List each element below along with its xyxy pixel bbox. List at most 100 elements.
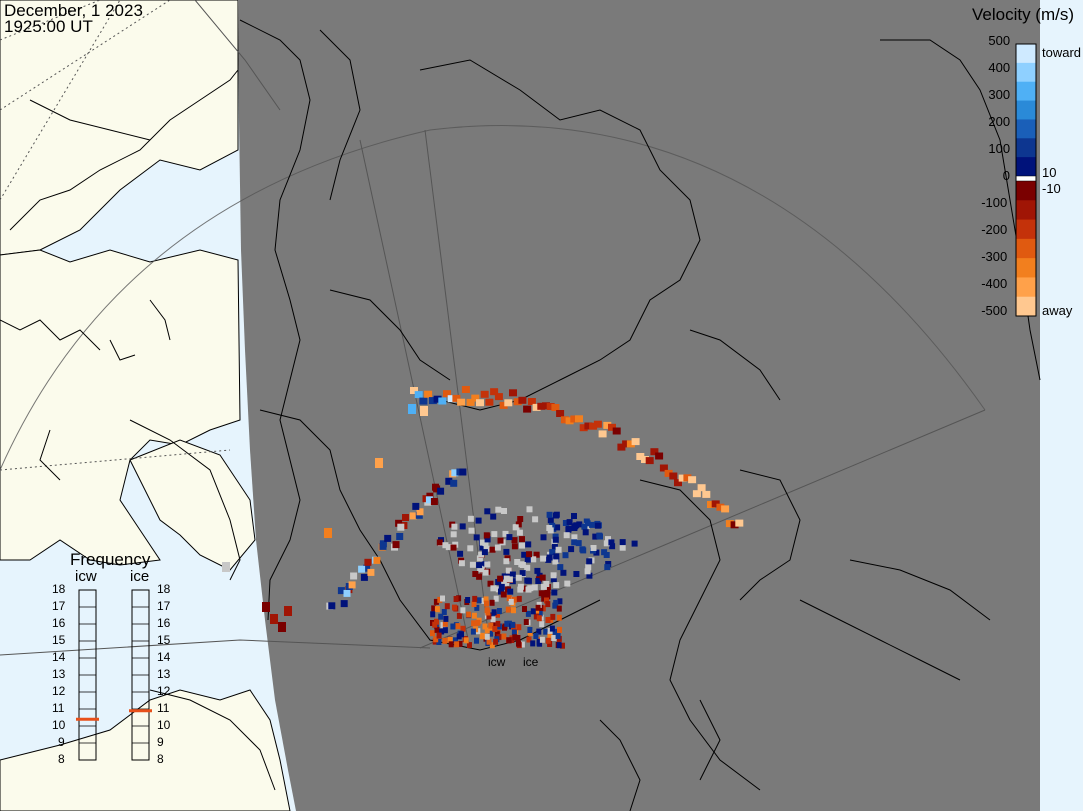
velocity-cell	[573, 571, 580, 577]
velocity-cell	[589, 422, 598, 430]
velocity-cell	[604, 564, 611, 571]
gauge-ticks-ice	[132, 606, 149, 744]
velocity-cell	[546, 554, 553, 561]
velocity-cell	[502, 530, 509, 537]
velocity-cell	[609, 543, 616, 550]
velocity-cell	[650, 448, 659, 456]
velocity-cell	[524, 556, 531, 563]
velocity-cell	[471, 620, 477, 627]
velocity-cell	[725, 520, 734, 528]
velocity-cell	[530, 640, 536, 647]
frequency-radar-icw: icw	[75, 568, 97, 585]
velocity-cell	[545, 617, 551, 623]
velocity-cell	[678, 474, 687, 482]
colorbar-away-segment	[1016, 258, 1036, 278]
velocity-cell	[527, 398, 536, 405]
velocity-cell	[472, 595, 478, 602]
velocity-cell	[566, 519, 573, 526]
coastlines	[0, 19, 1041, 811]
velocity-cell	[488, 630, 494, 637]
velocity-cell	[460, 625, 466, 632]
velocity-cell	[479, 544, 486, 551]
velocity-cell	[328, 602, 336, 610]
velocity-cell	[438, 397, 447, 405]
velocity-cell	[626, 440, 635, 448]
velocity-cell	[450, 479, 458, 487]
frequency-tick-ice: 9	[157, 735, 164, 749]
velocity-cell	[540, 534, 547, 541]
velocity-cell	[571, 534, 578, 541]
velocity-cell	[461, 386, 470, 393]
time-label: 1925:00 UT	[4, 17, 93, 36]
velocity-cell	[484, 508, 491, 515]
velocity-cell	[503, 548, 510, 555]
velocity-cell	[536, 628, 542, 635]
radar-label-icw: icw	[488, 655, 506, 669]
velocity-cell	[530, 556, 537, 563]
velocity-cell	[509, 571, 516, 578]
frequency-tick-icw: 18	[52, 582, 66, 596]
velocity-cell	[570, 415, 579, 423]
velocity-cell	[419, 397, 428, 405]
velocity-cell	[575, 415, 583, 423]
velocity-cell	[692, 490, 701, 498]
velocity-cell	[515, 521, 522, 528]
velocity-cell	[442, 620, 448, 627]
velocity-cell	[426, 492, 434, 500]
frequency-tick-ice: 14	[157, 650, 171, 664]
velocity-cell	[562, 520, 569, 526]
velocity-cell	[460, 607, 466, 614]
velocity-cell	[494, 544, 501, 551]
velocity-cell	[503, 575, 510, 582]
velocity-cell	[476, 399, 484, 407]
velocity-cell	[545, 601, 551, 608]
velocity-cell	[619, 544, 626, 551]
velocity-cell	[546, 511, 553, 518]
velocity-cell	[533, 551, 540, 558]
velocity-cell	[482, 569, 489, 576]
velocity-cell	[448, 641, 454, 648]
colorbar-near-zero-neg: -10	[1042, 181, 1061, 196]
velocity-cell	[430, 498, 438, 505]
colorbar-tick-label: -500	[981, 303, 1008, 318]
velocity-cell	[456, 633, 462, 640]
frequency-tick-icw: 12	[52, 684, 66, 698]
frequency-radar-ice: ice	[130, 568, 150, 585]
colorbar-away-segment	[1016, 200, 1036, 221]
velocity-cell	[505, 572, 512, 579]
velocity-cell	[556, 605, 562, 612]
velocity-cell	[476, 573, 483, 580]
velocity-cell	[730, 521, 739, 529]
velocity-cell	[472, 571, 479, 577]
velocity-cell	[551, 635, 557, 641]
velocity-cell	[457, 398, 466, 406]
frequency-gauge-icw	[76, 589, 99, 761]
velocity-cell	[454, 641, 460, 648]
velocity-cell	[519, 570, 526, 577]
velocity-cell	[450, 531, 457, 538]
velocity-cell	[450, 623, 456, 630]
frequency-tick-icw: 10	[52, 718, 66, 732]
velocity-cell	[270, 614, 278, 624]
velocity-cell	[482, 540, 489, 547]
velocity-cell	[489, 546, 496, 553]
velocity-cell	[442, 542, 449, 549]
velocity-cell	[358, 565, 366, 573]
velocity-cell	[540, 583, 547, 590]
velocity-cell	[536, 615, 542, 622]
velocity-cell	[511, 607, 516, 614]
velocity-cell	[702, 490, 711, 498]
velocity-cell	[510, 621, 516, 628]
velocity-cell	[521, 551, 528, 558]
velocity-cell	[450, 544, 457, 551]
velocity-cell	[544, 593, 551, 600]
velocity-cell	[495, 620, 501, 627]
velocity-cell	[511, 537, 518, 544]
velocity-cell	[519, 542, 525, 549]
velocity-cell	[560, 416, 569, 424]
velocity-cell	[533, 613, 539, 620]
velocity-cell	[453, 596, 459, 602]
frequency-gauges	[76, 589, 152, 761]
frequency-gauge-ice	[129, 589, 152, 761]
velocity-cell	[515, 635, 521, 641]
